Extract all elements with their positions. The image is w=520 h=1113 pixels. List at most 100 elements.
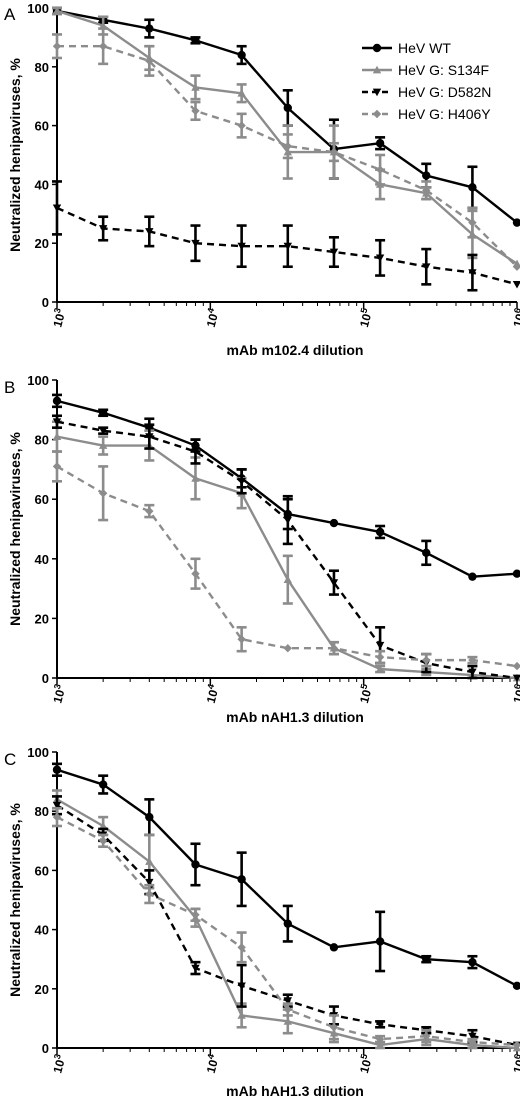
panel-c-series-1-point bbox=[468, 957, 477, 967]
panel-b-series-4-point bbox=[191, 569, 200, 578]
panel-a-series-4-point bbox=[52, 42, 62, 51]
panel-a-series-2-point bbox=[191, 83, 200, 91]
panel-b-y-tick-label: 40 bbox=[35, 552, 49, 567]
panel-a-y-tick-label: 100 bbox=[27, 1, 49, 16]
panel-a-series-3-point bbox=[468, 269, 477, 277]
panel-b-series-4-point bbox=[329, 644, 339, 653]
panel-a-series-4-point bbox=[468, 218, 477, 227]
panel-c-x-tick-base: 10 bbox=[204, 1058, 221, 1075]
panel-c-series-4-point bbox=[329, 1023, 339, 1032]
panel-a-series-1-point bbox=[145, 24, 154, 33]
panel-a-series-4-point bbox=[422, 186, 431, 195]
panel-b-series-1-point bbox=[375, 527, 385, 537]
panel-a-series-1-point bbox=[512, 218, 520, 227]
panel-a-series-3-point bbox=[329, 248, 339, 257]
panel-b-series-2 bbox=[52, 420, 520, 682]
panel-a-legend-marker bbox=[372, 43, 382, 53]
panel-b-y-tick-label: 80 bbox=[35, 433, 49, 448]
panel-c-series-3-point bbox=[191, 964, 200, 973]
panel-a-series-3-point bbox=[283, 242, 292, 251]
panel-b-series-3-point bbox=[375, 641, 385, 650]
panel-a-series-1-point bbox=[283, 103, 292, 113]
panel-a-series-4-point bbox=[191, 106, 200, 116]
panel-c-series-1-point bbox=[237, 875, 246, 884]
panel-c-series-1-point bbox=[52, 765, 62, 774]
panel-b-x-axis-label: mAb nAH1.3 dilution bbox=[226, 709, 364, 725]
panel-a-series-2-point bbox=[237, 89, 246, 97]
panel-c-series-1-point bbox=[422, 955, 431, 964]
panel-b-x-tick-base: 10 bbox=[357, 688, 374, 705]
panel-c-series-1-point bbox=[512, 981, 520, 991]
panel-c-x-tick-base: 10 bbox=[357, 1058, 374, 1075]
panel-a-series-1-point bbox=[375, 139, 385, 148]
panel-a-series-4 bbox=[52, 27, 520, 271]
panel-a-series-4-point bbox=[237, 121, 246, 130]
panel-a-series-4-point bbox=[98, 42, 108, 51]
panel-b-x-tick-label: 104 bbox=[202, 683, 222, 705]
panel-c-series-4-point bbox=[98, 836, 108, 845]
panel-b-y-axis-label: Neutralized henipaviruses, % bbox=[7, 432, 23, 626]
panel-b-series-1-point bbox=[329, 518, 339, 528]
panel-a-series-1-point bbox=[422, 171, 431, 180]
panel-b-series-4-point bbox=[512, 661, 520, 671]
panel-c-series-4-point bbox=[283, 1005, 292, 1014]
panel-a-x-tick-label: 103 bbox=[48, 307, 68, 329]
panel-b-series-4-point bbox=[237, 635, 246, 644]
panel-b-series-3-point bbox=[145, 433, 154, 441]
panel-c-series-4-point bbox=[512, 1040, 520, 1050]
panel-a-series-4-point bbox=[283, 141, 292, 151]
panel-c-series-3-point bbox=[375, 1020, 385, 1029]
panel-a-legend-marker bbox=[372, 65, 382, 74]
panel-b-y-tick-label: 100 bbox=[27, 373, 49, 388]
panel-a-y-tick-label: 0 bbox=[42, 295, 49, 310]
panel-c-x-tick-base: 10 bbox=[50, 1058, 67, 1075]
panel-c-y-tick-label: 0 bbox=[42, 1041, 49, 1056]
panel-b-series-2-point bbox=[98, 441, 108, 449]
panel-a-x-tick-label: 104 bbox=[202, 307, 222, 329]
panel-a-x-tick-base: 10 bbox=[204, 312, 221, 329]
panel-c-series-3-point bbox=[283, 997, 292, 1005]
panel-c-series-4-point bbox=[145, 889, 154, 899]
panel-c-x-tick-label: 104 bbox=[202, 1053, 222, 1075]
panel-c-series-4-point bbox=[468, 1037, 477, 1047]
panel-a-x-tick-exponent: 4 bbox=[205, 307, 216, 314]
panel-c-series-3-point bbox=[237, 982, 246, 991]
panel-b-series-1-point bbox=[52, 396, 62, 406]
panel-b-series-4-point bbox=[375, 652, 385, 662]
panel-c-series-4-point bbox=[191, 910, 200, 919]
panel-a-series-3-point bbox=[512, 281, 520, 289]
panel-b-x-tick-label: 105 bbox=[355, 683, 375, 705]
panel-c-y-axis-label: Neutralized henipaviruses, % bbox=[7, 803, 23, 997]
panel-a-legend-label: HeV G: S134F bbox=[398, 62, 489, 78]
panel-a-series-3-point bbox=[237, 242, 246, 251]
panel-b-letter: B bbox=[4, 378, 15, 397]
panel-c-x-axis-label: mAb hAH1.3 dilution bbox=[226, 1083, 364, 1099]
panel-b-series-3-line bbox=[56, 420, 518, 680]
panel-b-x-tick-base: 10 bbox=[204, 688, 221, 705]
panel-c-series-3-point bbox=[145, 878, 154, 887]
panel-a-x-tick-exponent: 5 bbox=[359, 307, 370, 314]
panel-a-x-axis-label: mAb m102.4 dilution bbox=[227, 342, 364, 358]
panel-b-series-2-point bbox=[191, 474, 200, 482]
panel-c-y-tick-label: 20 bbox=[35, 982, 49, 997]
panel-a-x-tick-label: 105 bbox=[355, 307, 375, 329]
panel-c-x-tick-label: 106 bbox=[508, 1053, 520, 1075]
panel-a-series-1-point bbox=[237, 50, 246, 60]
panel-c-y-tick-label: 40 bbox=[35, 923, 49, 938]
panel-c-series-1-point bbox=[283, 919, 292, 928]
panel-a-legend-label: HeV G: D582N bbox=[398, 84, 491, 100]
panel-a-series-3-point bbox=[98, 225, 108, 233]
panel-a-legend-label: HeV G: H406Y bbox=[398, 106, 491, 122]
panel-c-x-tick-label: 103 bbox=[48, 1053, 68, 1075]
panel-a-series-2-point bbox=[52, 6, 62, 15]
panel-b-series-4-point bbox=[468, 655, 477, 665]
panel-a-legend: HeV WT HeV G: S134F HeV G: D582N HeV G: H40… bbox=[362, 40, 491, 122]
panel-b-x-tick-base: 10 bbox=[510, 688, 520, 705]
panel-a-series-4-point bbox=[145, 56, 154, 66]
panel-a-series-2-point bbox=[98, 21, 108, 29]
panel-a-series-1-point bbox=[191, 36, 200, 45]
panel-b-series-3 bbox=[52, 414, 520, 683]
panel-c-series-1-line bbox=[56, 768, 518, 987]
panel-b-series-2-point bbox=[375, 664, 385, 673]
